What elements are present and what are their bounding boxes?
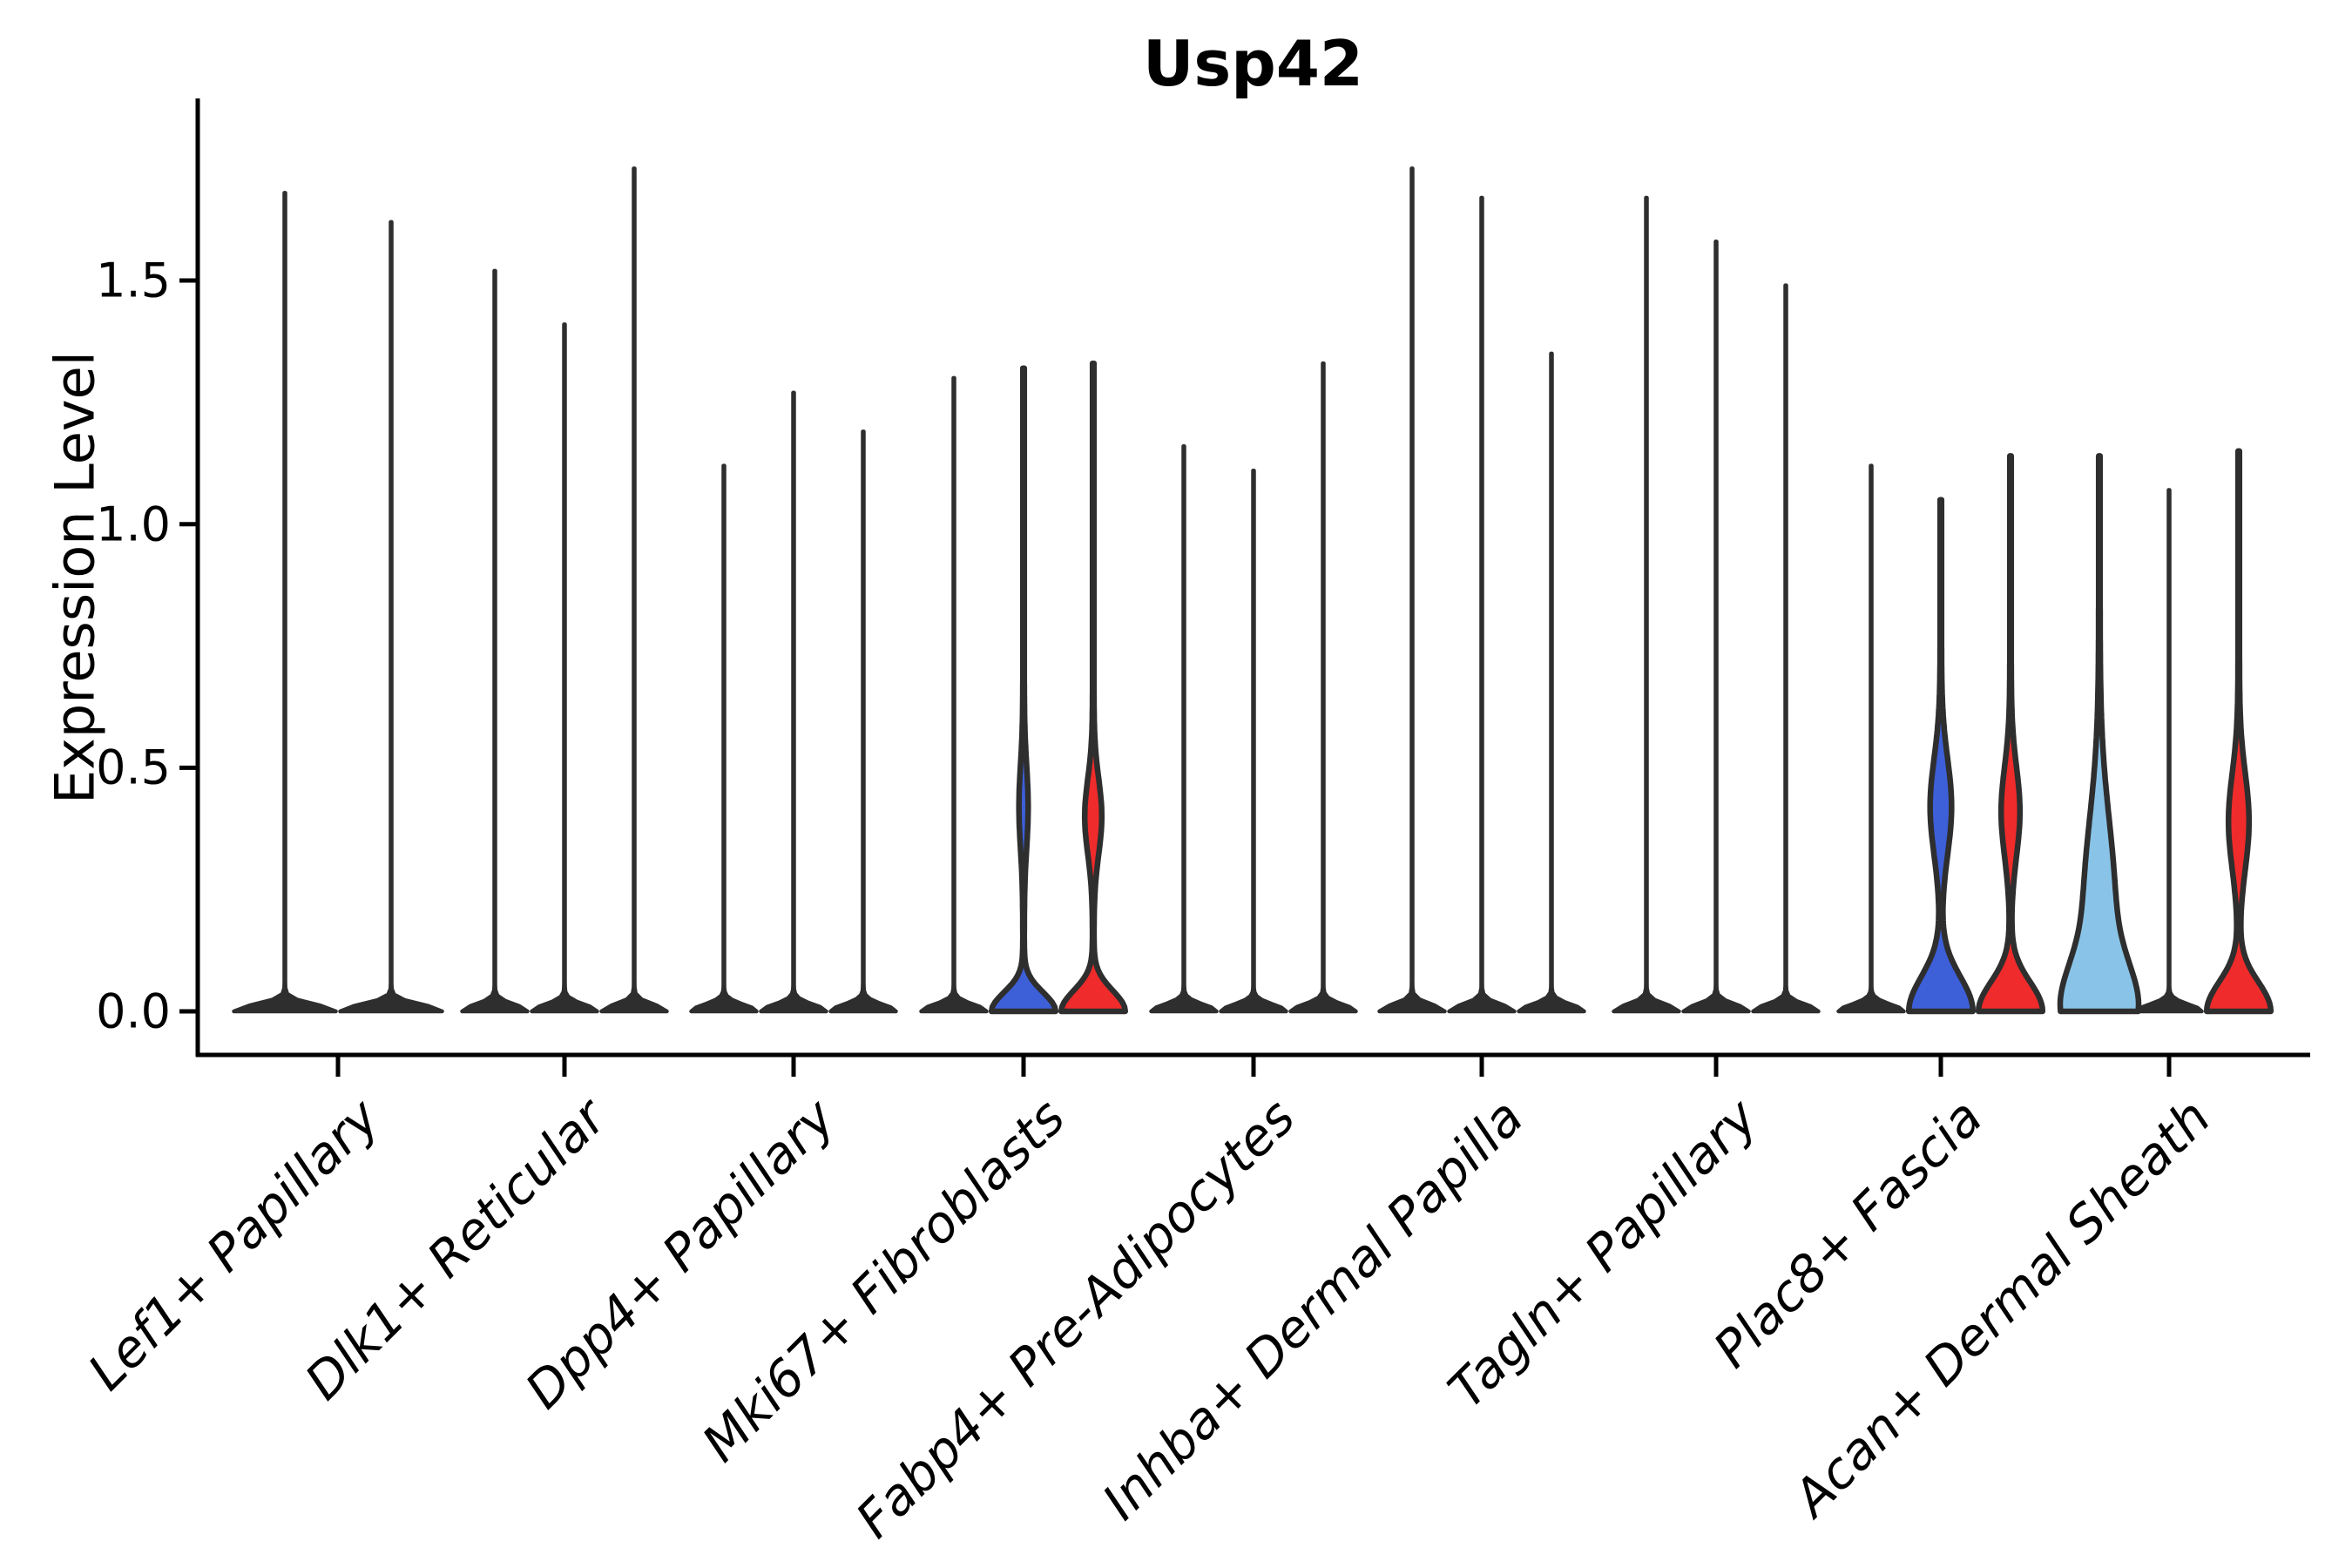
violin-fabp4-2 bbox=[1219, 468, 1288, 1014]
violin-tagln-3 bbox=[1751, 283, 1821, 1014]
violin-mki67-3 bbox=[1058, 360, 1129, 1015]
violin-acan-3 bbox=[2203, 448, 2274, 1015]
y-tick-label: 1.5 bbox=[96, 253, 171, 308]
violin-lef1-1 bbox=[232, 191, 338, 1014]
violin-dpp4-1 bbox=[689, 463, 759, 1014]
violin-inhba-2 bbox=[1447, 195, 1517, 1014]
violin-acan-1 bbox=[2057, 453, 2142, 1015]
violin-acan-2 bbox=[2134, 488, 2204, 1014]
violin-dpp4-3 bbox=[828, 429, 898, 1014]
violin-plac8-3 bbox=[1975, 453, 2046, 1015]
violin-mki67-2 bbox=[988, 365, 1059, 1015]
chart-title: Usp42 bbox=[1142, 27, 1364, 100]
violin-inhba-1 bbox=[1377, 166, 1447, 1014]
violin-inhba-3 bbox=[1517, 351, 1586, 1014]
violin-dlk1-1 bbox=[460, 268, 530, 1014]
violin-dlk1-2 bbox=[530, 322, 599, 1014]
y-tick-label: 0.0 bbox=[96, 983, 171, 1039]
violin-lef1-2 bbox=[338, 220, 444, 1014]
violin-plac8-2 bbox=[1905, 497, 1977, 1015]
violin-fabp4-3 bbox=[1288, 361, 1358, 1014]
violin-dpp4-2 bbox=[759, 390, 828, 1014]
y-tick-label: 1.0 bbox=[96, 497, 171, 552]
violin-dlk1-3 bbox=[599, 166, 669, 1014]
violin-plac8-1 bbox=[1836, 463, 1906, 1014]
violin-tagln-1 bbox=[1612, 195, 1681, 1014]
violin-tagln-2 bbox=[1681, 240, 1751, 1014]
violin-fabp4-1 bbox=[1149, 443, 1219, 1014]
y-tick-label: 0.5 bbox=[96, 740, 171, 795]
y-axis-label: Expression Level bbox=[43, 351, 107, 804]
violin-mki67-1 bbox=[919, 375, 989, 1014]
